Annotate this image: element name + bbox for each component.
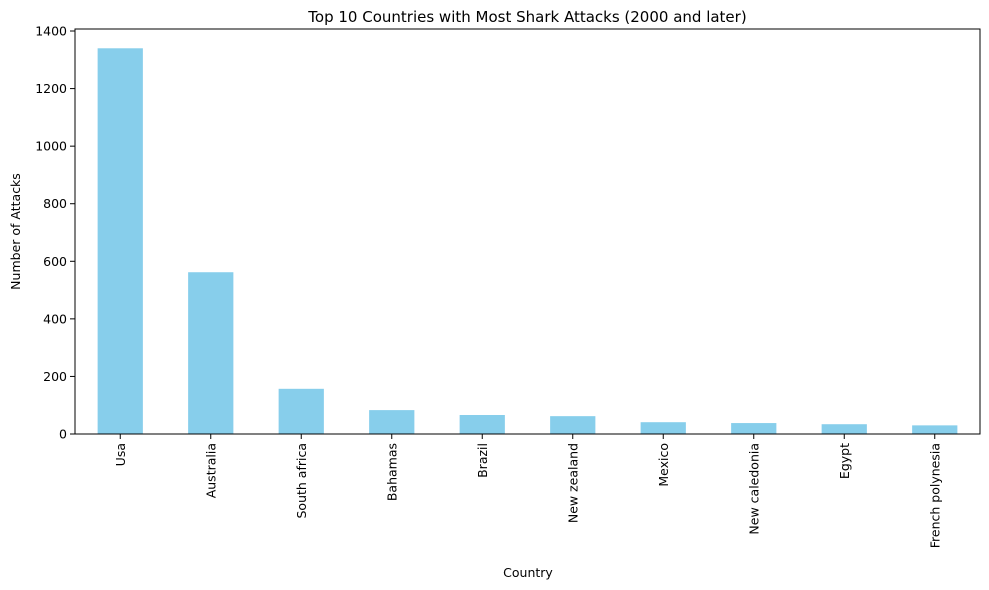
x-tick-label: Mexico (656, 443, 671, 487)
x-tick-label: French polynesia (927, 443, 942, 548)
y-tick-label: 1000 (35, 139, 67, 154)
y-tick-label: 400 (43, 311, 67, 326)
x-tick-label: South africa (294, 443, 309, 519)
bar-new-caledonia (731, 423, 777, 434)
y-axis-label: Number of Attacks (8, 173, 23, 290)
bar-usa (97, 48, 143, 435)
bar-new-zealand (550, 416, 596, 434)
bar-french-polynesia (912, 425, 958, 434)
x-tick-label: Egypt (837, 443, 852, 479)
bar-brazil (459, 415, 505, 434)
y-tick-label: 0 (59, 427, 67, 442)
y-axis-ticks: 0 200 400 600 800 1000 1200 1400 (35, 24, 75, 442)
plot-frame (74, 28, 981, 435)
y-tick-label: 600 (43, 254, 67, 269)
x-tick-label: Usa (113, 443, 128, 466)
chart-title: Top 10 Countries with Most Shark Attacks… (307, 8, 746, 26)
bar-egypt (821, 424, 867, 434)
y-tick-label: 200 (43, 369, 67, 384)
bar-bahamas (369, 410, 415, 434)
y-tick-label: 1200 (35, 81, 67, 96)
bars-group (97, 48, 958, 435)
y-tick-label: 800 (43, 196, 67, 211)
bar-mexico (640, 422, 686, 434)
x-tick-label: Bahamas (384, 443, 399, 501)
x-tick-label: Australia (203, 443, 218, 498)
y-tick-label: 1400 (35, 24, 67, 39)
x-axis-ticks: Usa Australia South africa Bahamas Brazil New… (113, 434, 942, 548)
x-tick-label: New caledonia (746, 443, 761, 535)
x-tick-label: Brazil (475, 443, 490, 478)
x-axis-label: Country (503, 565, 553, 580)
bar-south-africa (278, 388, 324, 434)
x-tick-label: New zealand (565, 443, 580, 523)
bar-australia (188, 272, 234, 434)
